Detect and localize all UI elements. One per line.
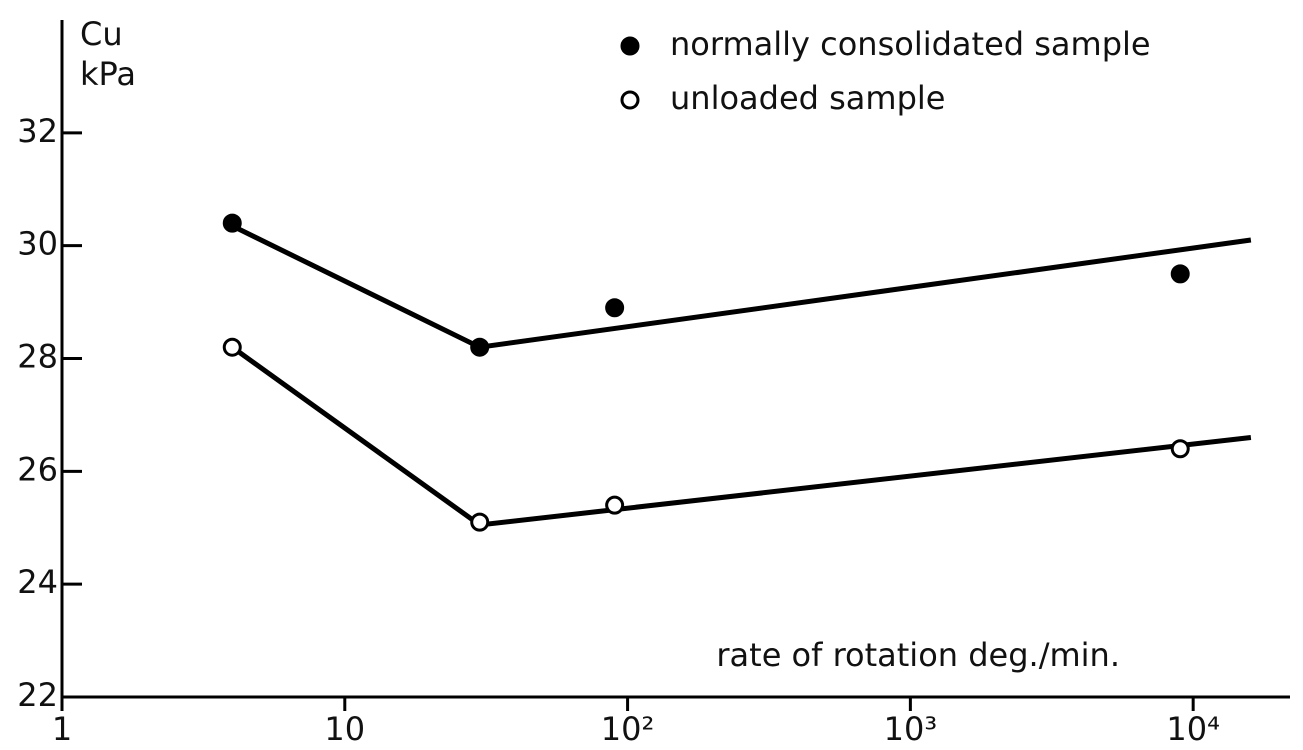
x-tick-label: 10 <box>324 710 365 748</box>
y-tick-label: 28 <box>17 338 58 376</box>
trend-line <box>231 223 1252 350</box>
y-tick-label: 26 <box>17 450 58 488</box>
legend-label: normally consolidated sample <box>670 25 1151 63</box>
x-tick-label: 1 <box>52 710 72 748</box>
point <box>605 495 625 515</box>
x-tick-label: 10⁴ <box>1166 710 1220 748</box>
legend-marker <box>620 90 640 110</box>
point <box>222 213 242 233</box>
y-axis-label: kPa <box>80 55 136 93</box>
point <box>1170 439 1190 459</box>
trend-line <box>230 345 1252 528</box>
y-tick-label: 24 <box>17 563 58 601</box>
point <box>222 337 242 357</box>
x-tick-label: 10³ <box>884 710 938 748</box>
y-tick-label: 32 <box>17 112 58 150</box>
point <box>470 337 490 357</box>
point <box>605 298 625 318</box>
legend-marker <box>620 36 640 56</box>
x-axis-label: rate of rotation deg./min. <box>716 636 1120 674</box>
legend-label: unloaded sample <box>670 79 945 117</box>
y-axis-label: Cu <box>80 15 123 53</box>
point <box>1170 264 1190 284</box>
y-tick-label: 30 <box>17 225 58 263</box>
y-tick-label: 22 <box>17 676 58 714</box>
x-tick-label: 10² <box>601 710 655 748</box>
point <box>470 512 490 532</box>
